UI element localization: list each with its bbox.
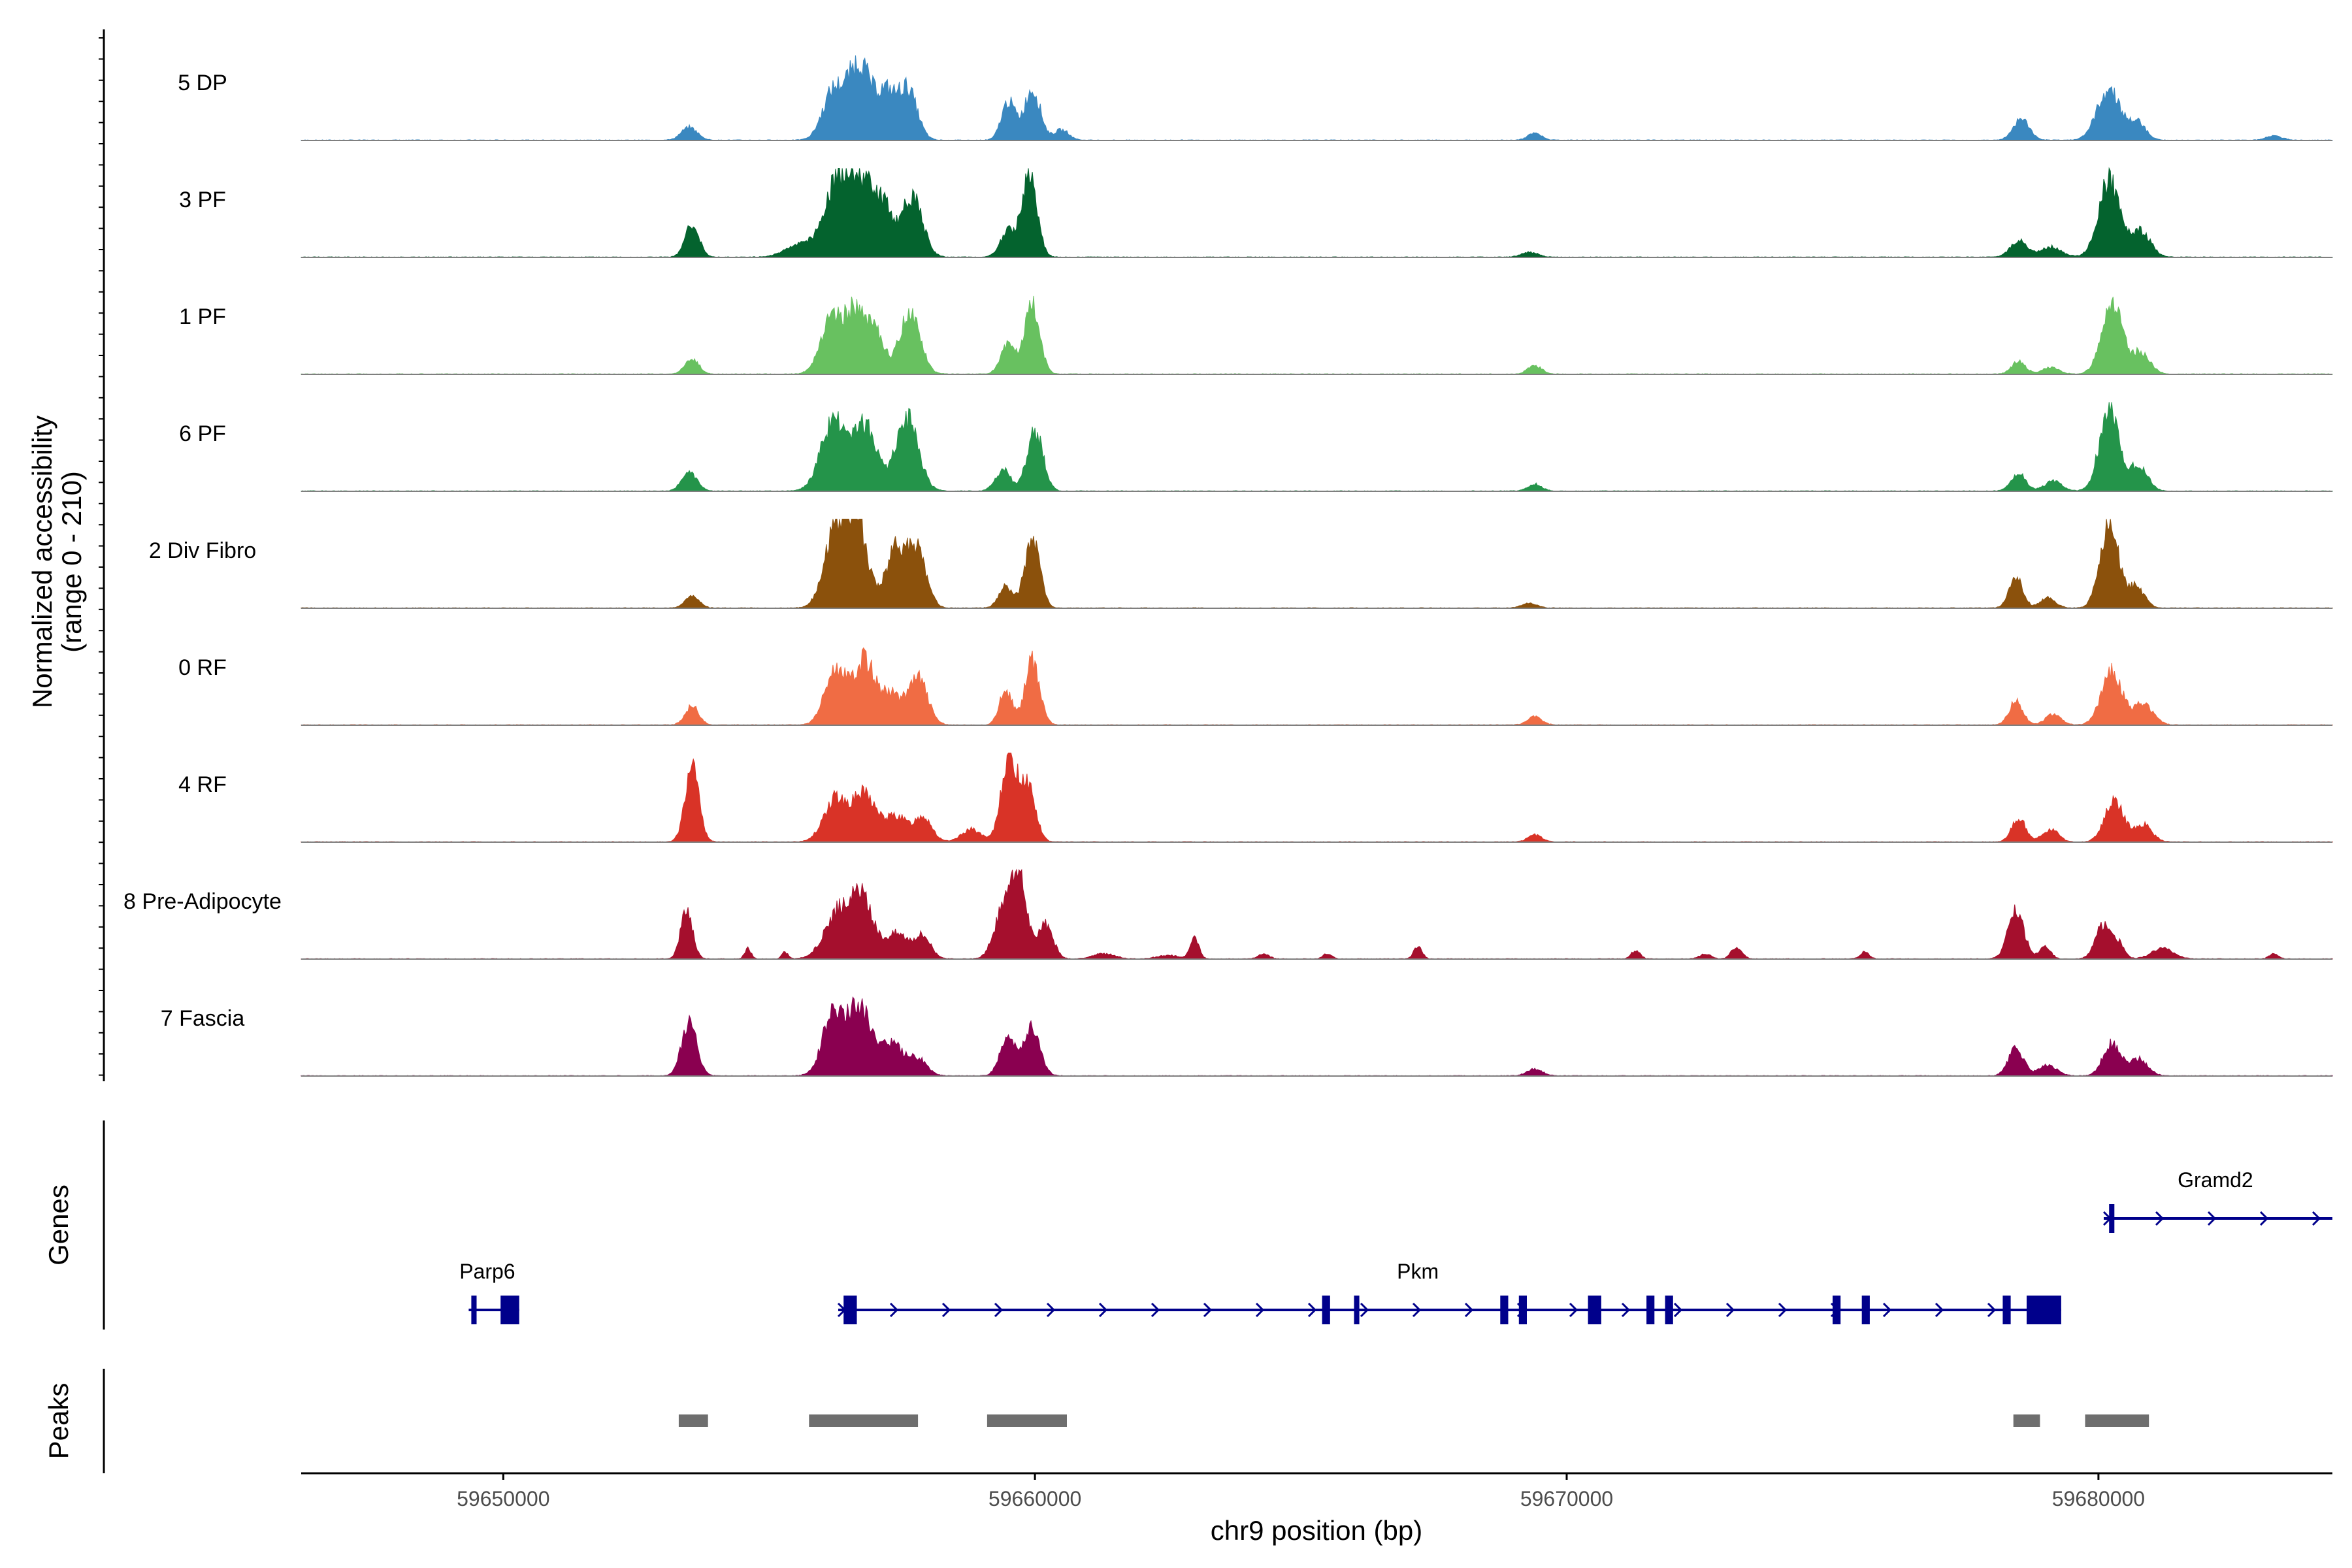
track-7: 8 Pre-Adipocyte	[123, 868, 2333, 960]
track-label: 2 Div Fibro	[149, 538, 256, 563]
strand-arrow	[1673, 1302, 1683, 1318]
track-label: 8 Pre-Adipocyte	[123, 889, 282, 914]
gene-parp6: Parp6	[459, 1260, 519, 1324]
track-6: 4 RF	[178, 753, 2333, 843]
track-label: 3 PF	[179, 188, 226, 212]
strand-arrow	[2259, 1211, 2269, 1226]
strand-arrow	[1464, 1302, 1474, 1318]
exon	[1500, 1296, 1509, 1324]
y-axis-label: Normalized accessibility	[27, 416, 57, 708]
exon	[500, 1296, 519, 1324]
exon	[471, 1296, 477, 1324]
track-1: 3 PF	[179, 167, 2333, 258]
track-label: 1 PF	[179, 304, 226, 329]
strand-arrow	[1621, 1302, 1631, 1318]
track-label: 6 PF	[179, 421, 226, 446]
strand-arrow	[1778, 1302, 1788, 1318]
peak-region	[809, 1414, 919, 1427]
track-8: 7 Fascia	[161, 996, 2333, 1077]
track-label: 7 Fascia	[161, 1006, 245, 1031]
exon	[843, 1296, 857, 1324]
peak-region	[678, 1414, 708, 1427]
strand-arrow	[941, 1302, 951, 1318]
exon	[2027, 1296, 2061, 1324]
peak-regions	[678, 1414, 2149, 1427]
track-2: 1 PF	[179, 295, 2333, 375]
strand-arrow	[1255, 1302, 1265, 1318]
gene-pkm: Pkm	[837, 1260, 2061, 1324]
gene-gramd2: Gramd2	[2102, 1168, 2332, 1233]
strand-arrow	[1307, 1302, 1317, 1318]
exon	[1518, 1296, 1527, 1324]
x-tick-label: 59670000	[1520, 1487, 1613, 1511]
exon	[1354, 1296, 1360, 1324]
exon	[1861, 1296, 1870, 1324]
strand-arrow	[2155, 1211, 2164, 1226]
strand-arrow	[1046, 1302, 1056, 1318]
strand-arrow	[1203, 1302, 1213, 1318]
exon	[2002, 1296, 2011, 1324]
strand-arrow	[994, 1302, 1004, 1318]
track-5: 0 RF	[178, 647, 2333, 726]
strand-arrow	[1569, 1302, 1578, 1318]
coverage-y-axis-ticks	[99, 37, 104, 1076]
gene-label: Gramd2	[2178, 1168, 2253, 1192]
exon	[2109, 1204, 2115, 1233]
coverage-tracks: 5 DP 3 PF 1 PF 6 PF 2 Div Fibro 0 RF 4 RF 8 Pre…	[123, 55, 2333, 1077]
genes-panel-label: Genes	[43, 1184, 74, 1266]
track-4: 2 Div Fibro	[149, 519, 2333, 609]
gene-label: Pkm	[1397, 1260, 1439, 1283]
gene-label: Parp6	[459, 1260, 515, 1283]
y-axis-label-range: (range 0 - 210)	[56, 471, 87, 653]
strand-arrow	[1987, 1302, 1997, 1318]
track-0: 5 DP	[178, 55, 2333, 141]
exon	[1833, 1296, 1841, 1324]
strand-arrow	[1360, 1302, 1369, 1318]
x-axis-label: chr9 position (bp)	[1211, 1515, 1423, 1546]
exon	[1322, 1296, 1330, 1324]
strand-arrow	[2207, 1211, 2217, 1226]
track-3: 6 PF	[179, 402, 2333, 492]
exon	[1646, 1296, 1655, 1324]
exon	[1588, 1296, 1601, 1324]
track-label: 0 RF	[178, 655, 227, 680]
x-axis-ticks: 59650000 59660000 59670000 59680000	[457, 1473, 2145, 1511]
peaks-panel-label: Peaks	[43, 1383, 74, 1460]
strand-arrow	[1882, 1302, 1892, 1318]
strand-arrow	[1412, 1302, 1422, 1318]
x-tick-label: 59650000	[457, 1487, 549, 1511]
exon	[1665, 1296, 1673, 1324]
track-label: 4 RF	[178, 772, 227, 797]
strand-arrow	[1098, 1302, 1108, 1318]
x-tick-label: 59680000	[2052, 1487, 2145, 1511]
strand-arrow	[1725, 1302, 1735, 1318]
gene-annotations: Parp6 Pkm Gramd2	[459, 1168, 2332, 1324]
x-tick-label: 59660000	[988, 1487, 1081, 1511]
strand-arrow	[1935, 1302, 1944, 1318]
peak-region	[987, 1414, 1067, 1427]
track-label: 5 DP	[178, 71, 227, 95]
strand-arrow	[889, 1302, 899, 1318]
peak-region	[2085, 1414, 2149, 1427]
peak-region	[2013, 1414, 2040, 1427]
strand-arrow	[1151, 1302, 1160, 1318]
strand-arrow	[2311, 1211, 2321, 1226]
